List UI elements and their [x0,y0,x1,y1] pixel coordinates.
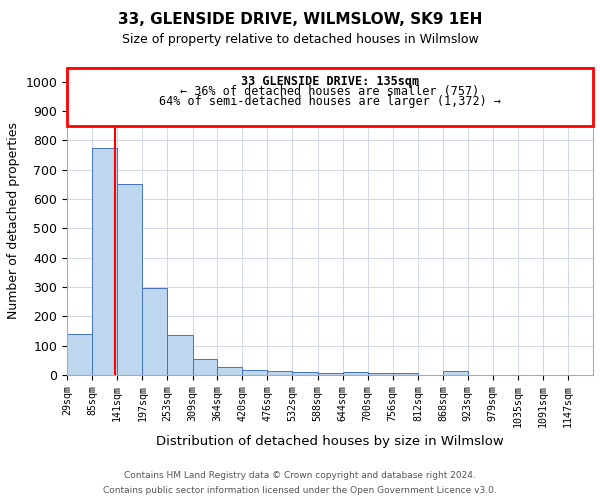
Text: Size of property relative to detached houses in Wilmslow: Size of property relative to detached ho… [122,32,478,46]
Text: Contains HM Land Registry data © Crown copyright and database right 2024.: Contains HM Land Registry data © Crown c… [124,471,476,480]
Bar [242,370,268,375]
Bar [217,367,242,375]
Bar [92,148,117,375]
Bar [317,372,343,375]
Bar [443,372,467,375]
Bar [268,370,292,375]
Bar [292,372,317,375]
Text: 33 GLENSIDE DRIVE: 135sqm: 33 GLENSIDE DRIVE: 135sqm [241,75,419,88]
Text: 33, GLENSIDE DRIVE, WILMSLOW, SK9 1EH: 33, GLENSIDE DRIVE, WILMSLOW, SK9 1EH [118,12,482,28]
Bar [117,184,142,375]
Bar [343,372,368,375]
FancyBboxPatch shape [67,68,593,126]
Y-axis label: Number of detached properties: Number of detached properties [7,122,20,320]
Bar [368,372,393,375]
Bar [142,288,167,375]
Bar [167,336,193,375]
Bar [193,359,217,375]
Text: 64% of semi-detached houses are larger (1,372) →: 64% of semi-detached houses are larger (… [159,95,501,108]
X-axis label: Distribution of detached houses by size in Wilmslow: Distribution of detached houses by size … [156,435,504,448]
Bar [67,334,92,375]
Text: ← 36% of detached houses are smaller (757): ← 36% of detached houses are smaller (75… [181,86,480,98]
Bar [393,372,418,375]
Text: Contains public sector information licensed under the Open Government Licence v3: Contains public sector information licen… [103,486,497,495]
